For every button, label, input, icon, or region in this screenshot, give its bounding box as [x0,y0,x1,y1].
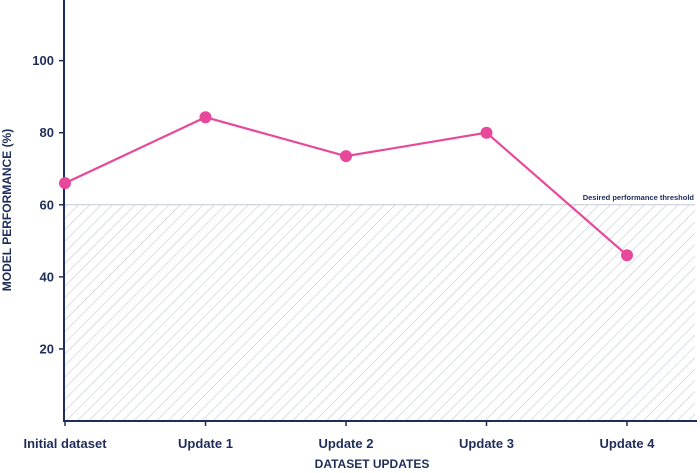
y-tick-label: 60 [40,197,54,212]
y-tick-label: 80 [40,125,54,140]
y-tick-label: 100 [32,53,54,68]
x-tick-label: Update 2 [319,436,374,451]
y-axis-ticks: 20 40 60 80 100 [32,53,64,356]
x-tick-label: Update 3 [459,436,514,451]
y-tick-label: 20 [40,341,54,356]
x-tick-label: Initial dataset [23,436,107,451]
x-axis-title: DATASET UPDATES [315,457,430,471]
y-axis-title: MODEL PERFORMANCE (%) [0,129,14,291]
data-point [199,111,212,124]
data-point [621,249,633,262]
x-tick-label: Update 4 [600,436,656,451]
threshold-label: Desired performance threshold [583,193,695,202]
x-tick-label: Update 1 [178,436,233,451]
data-point [59,177,71,190]
y-tick-label: 40 [40,269,54,284]
series-layer [59,111,633,262]
data-point [340,150,352,163]
below-threshold-region [64,204,695,421]
x-axis-ticks: Initial dataset Update 1 Update 2 Update 3 U… [23,421,655,451]
data-point [480,126,493,139]
